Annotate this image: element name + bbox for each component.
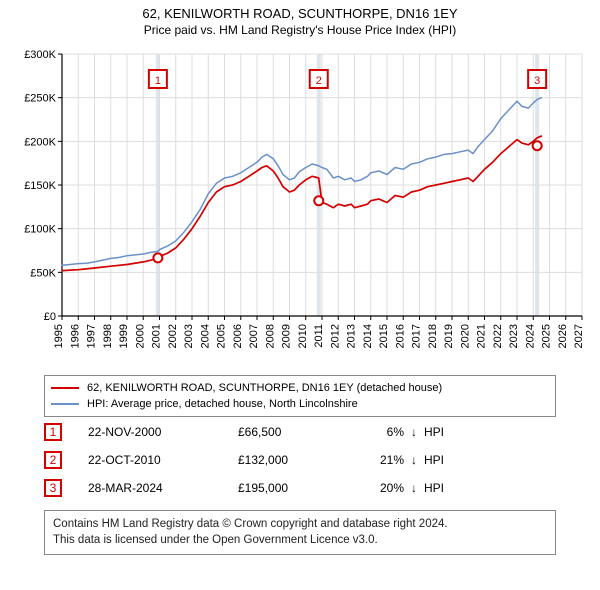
x-tick-label: 2016 [394,324,406,348]
x-tick-label: 2007 [248,324,260,348]
x-tick-label: 2017 [411,324,423,348]
note-price: £66,500 [238,425,348,439]
x-tick-label: 2014 [362,324,374,348]
x-tick-label: 2013 [346,324,358,348]
footer-attribution: Contains HM Land Registry data © Crown c… [44,510,556,555]
legend-swatch [51,403,79,405]
x-tick-label: 2027 [573,324,585,348]
legend: 62, KENILWORTH ROAD, SCUNTHORPE, DN16 1E… [44,375,556,417]
x-tick-label: 2009 [281,324,293,348]
x-tick-label: 2015 [378,324,390,348]
note-badge: 1 [44,423,62,441]
sale-notes: 122-NOV-2000£66,5006%↓HPI222-OCT-2010£13… [44,420,556,504]
legend-row: HPI: Average price, detached house, Nort… [51,396,549,412]
y-tick-label: £50K [30,267,56,279]
x-tick-label: 2003 [183,324,195,348]
legend-label: HPI: Average price, detached house, Nort… [87,398,358,410]
legend-label: 62, KENILWORTH ROAD, SCUNTHORPE, DN16 1E… [87,382,442,394]
x-tick-label: 2024 [524,324,536,348]
x-tick-label: 2005 [216,324,228,348]
x-tick-label: 2012 [329,324,341,348]
x-tick-label: 1999 [118,324,130,348]
note-suffix: HPI [424,481,464,495]
sale-marker-number: 2 [316,75,322,87]
x-tick-label: 2001 [151,324,163,348]
x-tick-label: 1998 [102,324,114,348]
note-row: 3 28-MAR-2024£195,00020%↓HPI [44,476,556,500]
note-badge: 2 [44,451,62,469]
down-arrow-icon: ↓ [404,425,424,439]
title-line-1: 62, KENILWORTH ROAD, SCUNTHORPE, DN16 1E… [0,6,600,21]
note-suffix: HPI [424,425,464,439]
legend-swatch [51,387,79,389]
x-tick-label: 2026 [557,324,569,348]
y-tick-label: £300K [24,49,56,61]
x-tick-label: 1996 [69,324,81,348]
x-tick-label: 2022 [492,324,504,348]
sale-marker-number: 3 [534,75,540,87]
note-row: 2 22-OCT-2010£132,00021%↓HPI [44,448,556,472]
title-line-2: Price paid vs. HM Land Registry's House … [0,23,600,37]
note-row: 1 22-NOV-2000£66,5006%↓HPI [44,420,556,444]
chart-svg: £0 £50K £100K £150K £200K £250K £300K 1995 1996 1… [10,46,590,366]
x-tick-label: 2025 [541,324,553,348]
note-price: £195,000 [238,481,348,495]
y-tick-label: £200K [24,136,56,148]
chart: £0 £50K £100K £150K £200K £250K £300K 1995 1996 1… [10,46,590,366]
down-arrow-icon: ↓ [404,481,424,495]
x-tick-label: 2021 [476,324,488,348]
x-tick-label: 2008 [264,324,276,348]
legend-row: 62, KENILWORTH ROAD, SCUNTHORPE, DN16 1E… [51,380,549,396]
note-date: 22-NOV-2000 [88,425,238,439]
x-tick-label: 2010 [297,324,309,348]
x-tick-label: 2002 [167,324,179,348]
y-tick-label: £250K [24,93,56,105]
note-date: 22-OCT-2010 [88,453,238,467]
note-pct: 20% [348,481,404,495]
x-tick-label: 2023 [508,324,520,348]
note-suffix: HPI [424,453,464,467]
x-tick-label: 2019 [443,324,455,348]
note-price: £132,000 [238,453,348,467]
titles: 62, KENILWORTH ROAD, SCUNTHORPE, DN16 1E… [0,0,600,37]
sale-marker-point [533,141,542,150]
sale-marker-point [314,196,323,205]
x-tick-label: 1997 [86,324,98,348]
x-tick-label: 2004 [199,324,211,348]
x-tick-label: 2018 [427,324,439,348]
x-tick-label: 2000 [134,324,146,348]
sale-marker-number: 1 [155,75,161,87]
x-tick-label: 1995 [53,324,65,348]
down-arrow-icon: ↓ [404,453,424,467]
note-pct: 6% [348,425,404,439]
sale-marker-point [153,253,162,262]
note-badge: 3 [44,479,62,497]
page: 62, KENILWORTH ROAD, SCUNTHORPE, DN16 1E… [0,0,600,590]
y-tick-label: £100K [24,224,56,236]
x-tick-label: 2020 [459,324,471,348]
note-date: 28-MAR-2024 [88,481,238,495]
x-tick-label: 2011 [313,324,325,348]
y-tick-label: £0 [44,311,56,323]
note-pct: 21% [348,453,404,467]
y-tick-label: £150K [24,180,56,192]
x-tick-label: 2006 [232,324,244,348]
